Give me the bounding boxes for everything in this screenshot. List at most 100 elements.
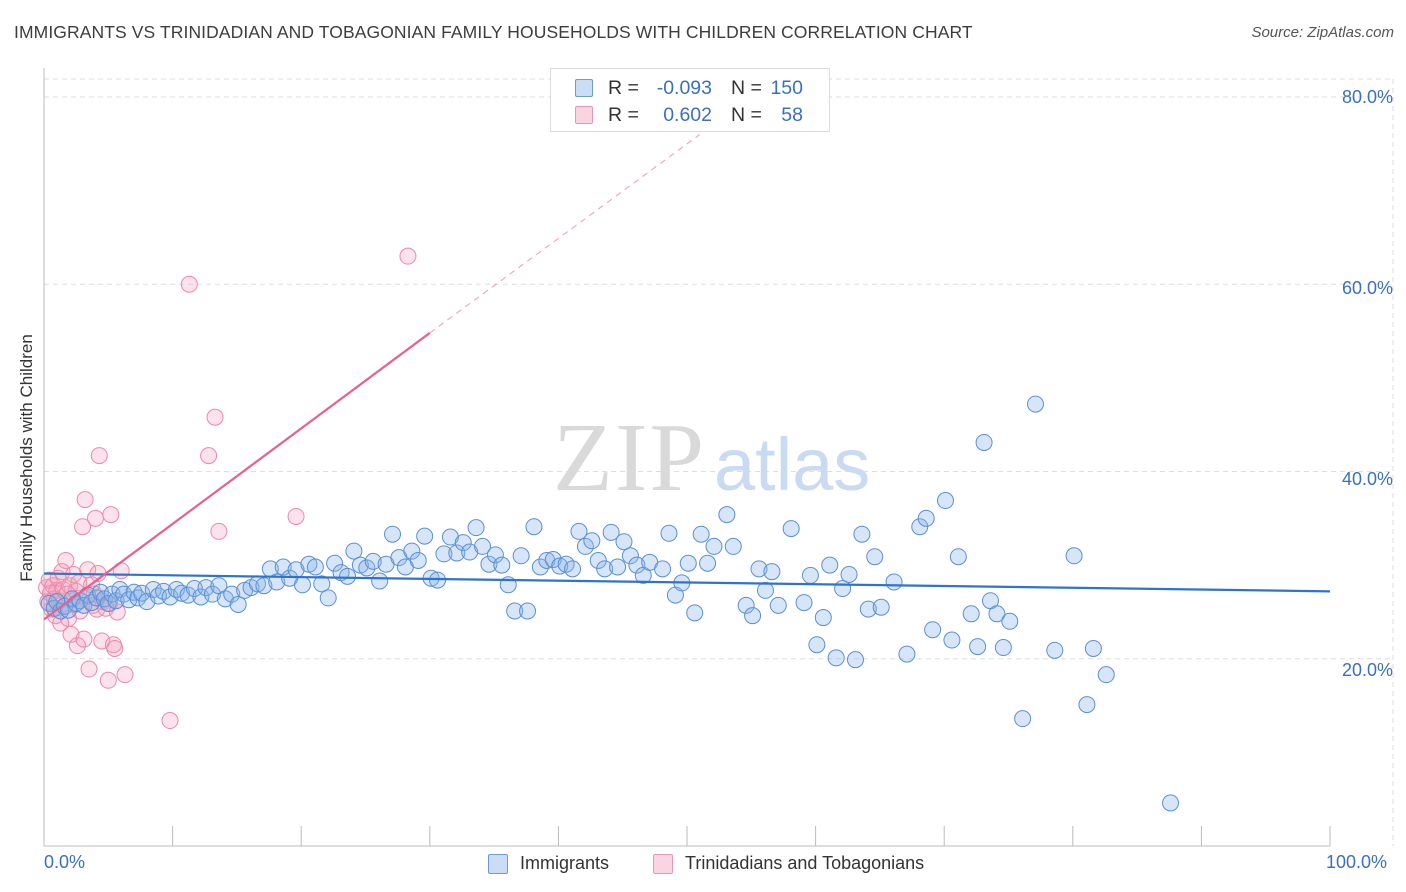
immigrant-point: [821, 556, 839, 574]
immigrant-point: [519, 602, 537, 620]
immigrant-point: [949, 548, 967, 566]
immigrant-point: [705, 537, 723, 555]
immigrant-point: [173, 584, 191, 602]
immigrant-point: [454, 534, 472, 552]
immigrant-point: [724, 537, 742, 555]
immigrant-point: [943, 631, 961, 649]
immigrant-point: [962, 605, 980, 623]
immigrant-point: [898, 645, 916, 663]
immigrants-trend-line: [43, 572, 1331, 593]
immigrant-point: [525, 518, 543, 536]
immigrant-point: [1078, 696, 1096, 714]
immigrant-point: [570, 522, 588, 540]
immigrant-point: [512, 547, 530, 565]
immigrant-point: [924, 621, 942, 639]
immigrant-point: [699, 554, 717, 572]
immigrant-point: [474, 537, 492, 555]
r-value: -0.093: [656, 77, 712, 99]
immigrant-point: [872, 598, 890, 616]
trinidadian-point: [210, 522, 228, 540]
immigrant-point: [338, 567, 356, 585]
immigrant-point: [654, 560, 672, 578]
trinidadian-point: [399, 247, 417, 265]
immigrant-point: [538, 551, 556, 569]
immigrant-point: [1162, 794, 1180, 812]
immigrant-point: [763, 563, 781, 581]
immigrant-point: [531, 558, 549, 576]
immigrant-point: [480, 555, 498, 573]
immigrant-point: [486, 546, 504, 564]
immigrant-point: [155, 582, 173, 600]
immigrant-point: [795, 594, 813, 612]
immigrant-point: [358, 559, 376, 577]
x-tick-label: 100.0%: [1326, 852, 1388, 872]
immigrant-point: [744, 607, 762, 625]
grid-lines: [44, 78, 1394, 846]
trinidadian-points: [38, 247, 417, 730]
y-tick-label: 60.0%: [1341, 278, 1393, 298]
trinidadian-point: [75, 630, 93, 648]
immigrant-point: [756, 581, 774, 599]
immigrant-point: [859, 600, 877, 618]
immigrant-point: [345, 542, 363, 560]
r-label: R =: [608, 104, 639, 126]
trinidadian-point: [180, 275, 198, 293]
trinidadian-point: [86, 509, 104, 527]
trinidadian-point: [80, 660, 98, 678]
immigrant-point: [416, 527, 434, 545]
trinidadian-point: [200, 447, 218, 465]
immigrant-point: [1001, 612, 1019, 630]
trinidadian-point: [90, 447, 108, 465]
trinidadian-point: [206, 408, 224, 426]
n-value: 150: [770, 77, 803, 99]
immigrant-point: [679, 554, 697, 572]
trinidadian-point: [116, 666, 134, 684]
immigrant-point: [994, 639, 1012, 657]
y-axis-label: Family Households with Children: [17, 334, 36, 582]
immigrant-point: [1097, 666, 1115, 684]
immigrant-point: [435, 545, 453, 563]
immigrant-point: [969, 638, 987, 656]
immigrant-point: [866, 548, 884, 566]
chart-title: IMMIGRANTS VS TRINIDADIAN AND TOBAGONIAN…: [14, 22, 973, 42]
legend-label: Trinidadians and Tobagonians: [685, 853, 925, 873]
immigrant-point: [564, 560, 582, 578]
immigrant-point: [615, 533, 633, 551]
immigrant-point: [403, 542, 421, 560]
immigrant-point: [179, 586, 197, 604]
trinidadian-point: [106, 639, 124, 657]
immigrant-point: [409, 551, 427, 569]
immigrant-point: [596, 560, 614, 578]
immigrant-point: [808, 636, 826, 654]
trinidadian-point: [57, 551, 75, 569]
immigrant-point: [840, 565, 858, 583]
immigrant-point: [801, 566, 819, 584]
x-tick-label: 0.0%: [44, 852, 86, 872]
n-label: N =: [731, 104, 762, 126]
legend-row-immigrants: R = -0.093 N = 150: [551, 75, 829, 101]
watermark-zip: ZIP: [553, 404, 706, 512]
watermark: ZIP atlas: [553, 404, 870, 512]
immigrant-point: [885, 573, 903, 591]
immigrant-point: [911, 518, 929, 536]
trinidadian-point: [68, 637, 86, 655]
n-label: N =: [731, 77, 762, 99]
immigrant-point: [609, 558, 627, 576]
y-tick-label: 80.0%: [1341, 87, 1393, 107]
immigrant-point: [628, 556, 646, 574]
legend-swatch-blue: [575, 79, 593, 97]
r-label: R =: [608, 77, 639, 99]
legend-label: Immigrants: [520, 853, 610, 873]
trinidadian-point: [74, 518, 92, 536]
legend-row-trinidadians: R = 0.602 N = 58: [551, 102, 829, 128]
series-legend: Immigrants Trinidadians and Tobagonians: [0, 853, 1406, 877]
immigrant-point: [371, 572, 389, 590]
n-value: 58: [781, 104, 803, 126]
immigrant-point: [364, 552, 382, 570]
trend-lines: [43, 133, 1331, 621]
immigrant-points: [40, 395, 1180, 812]
immigrant-point: [467, 519, 485, 537]
trinidadian-point: [76, 491, 94, 509]
immigrant-point: [589, 551, 607, 569]
immigrant-point: [576, 537, 594, 555]
